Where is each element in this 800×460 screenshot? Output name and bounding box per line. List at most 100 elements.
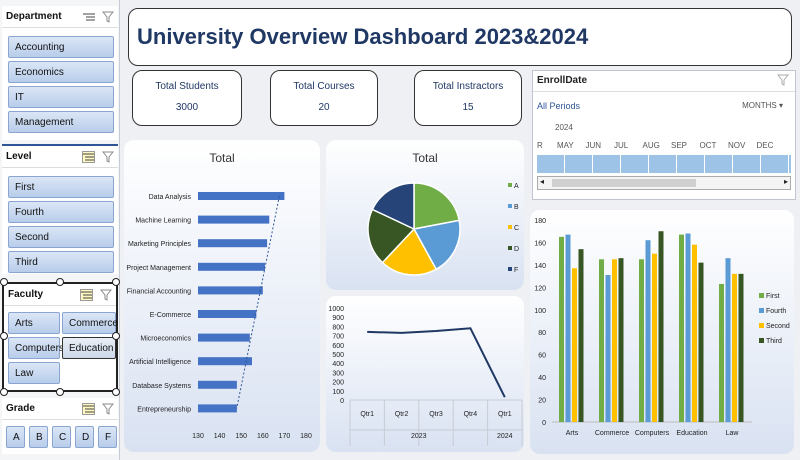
timeline-month[interactable]: SEP: [671, 141, 688, 150]
y-tick-label: 80: [538, 330, 546, 337]
y-tick-label: 160: [534, 240, 546, 247]
timeline-unit-dropdown[interactable]: MONTHS ▾: [742, 101, 783, 110]
selection-handles: [0, 278, 120, 396]
level-item-third[interactable]: Third: [8, 251, 114, 273]
bar-label: Data Analysis: [149, 194, 192, 201]
faculty-item-computers[interactable]: Computers: [8, 337, 64, 359]
multi-select-icon[interactable]: [80, 288, 93, 301]
multi-select-icon[interactable]: [82, 402, 95, 415]
clear-filter-icon[interactable]: [101, 151, 114, 163]
timeline-month[interactable]: DEC: [756, 141, 774, 150]
series-line: [367, 327, 506, 398]
column: [725, 258, 731, 422]
y-tick-label: 800: [332, 324, 344, 331]
legend-label: Third: [766, 338, 782, 345]
grade-item-c[interactable]: C: [52, 426, 71, 448]
chart-title: Total: [412, 151, 437, 165]
timeline-month[interactable]: JUN: [585, 141, 602, 150]
department-item-accounting[interactable]: Accounting: [8, 36, 114, 58]
clear-filter-icon[interactable]: [99, 289, 112, 301]
legend-label: First: [766, 293, 780, 300]
department-item-management[interactable]: Management: [8, 111, 114, 133]
column: [738, 273, 744, 422]
course-bar-chart: Total Data Analysis Machine Learning Market…: [126, 151, 312, 440]
multi-select-icon[interactable]: [82, 150, 95, 163]
timeline-month[interactable]: NOV: [728, 141, 746, 150]
legend-swatch: [759, 338, 764, 343]
scroll-thumb[interactable]: [552, 179, 696, 187]
y-tick-label: 100: [534, 308, 546, 315]
bar: [198, 404, 237, 413]
dashboard-title: University Overview Dashboard 2023&2024: [137, 24, 589, 49]
timeline-month[interactable]: OCT: [699, 141, 717, 150]
grade-item-d[interactable]: D: [75, 426, 94, 448]
y-tick-label: 500: [332, 352, 344, 359]
department-slicer-header: Department: [2, 6, 118, 28]
level-item-second[interactable]: Second: [8, 226, 114, 248]
multi-select-icon[interactable]: [82, 11, 95, 23]
x-group-label: 2023: [411, 433, 427, 440]
timeline-scrollbar[interactable]: ◂ ▸: [537, 176, 791, 190]
level-item-fourth[interactable]: Fourth: [8, 201, 114, 223]
kpi-label: Total Instractors: [432, 81, 504, 92]
faculty-slicer-header: Faculty: [4, 284, 116, 306]
kpi-total-students: Total Students 3000: [132, 70, 242, 126]
column: [565, 234, 571, 422]
department-item-economics[interactable]: Economics: [8, 61, 114, 83]
kpi-value: 3000: [175, 102, 199, 113]
column: [698, 262, 704, 422]
bar-label: Microeconomics: [140, 336, 191, 343]
department-item-it[interactable]: IT: [8, 86, 114, 108]
x-tick-label: Law: [726, 430, 740, 437]
x-tick-label: Education: [676, 430, 707, 437]
faculty-item-education[interactable]: Education: [62, 337, 116, 359]
x-tick-label: Qtr1: [498, 411, 512, 418]
timeline-month[interactable]: MAY: [557, 141, 574, 150]
clear-filter-icon[interactable]: [101, 403, 114, 415]
grade-item-a[interactable]: A: [6, 426, 25, 448]
grade-item-f[interactable]: F: [98, 426, 117, 448]
grade-slicer-header: Grade: [2, 398, 118, 420]
kpi-value: 15: [462, 102, 474, 113]
grade-item-b[interactable]: B: [29, 426, 48, 448]
pie-slice: [412, 219, 461, 271]
legend-label: C: [514, 225, 519, 232]
timeline-month[interactable]: JUL: [614, 141, 629, 150]
bar: [198, 239, 268, 248]
quarter-line-chart-panel: 0 100 200 300 400 500 600 700 800 900 1000 Qtr1 Qtr2…: [326, 296, 524, 452]
legend-swatch: [508, 246, 512, 250]
timeline-year: 2024: [555, 123, 573, 132]
y-tick-label: 900: [332, 315, 344, 322]
y-tick-label: 100: [332, 389, 344, 396]
faculty-item-commerce[interactable]: Commerce: [62, 312, 118, 334]
y-tick-label: 120: [534, 285, 546, 292]
faculty-item-arts[interactable]: Arts: [8, 312, 60, 334]
scroll-right-icon[interactable]: ▸: [783, 177, 788, 186]
timeline-lead-month: R: [537, 141, 543, 150]
enrolldate-timeline[interactable]: EnrollDate All Periods MONTHS ▾ 2024 R M…: [532, 70, 796, 200]
faculty-item-law[interactable]: Law: [8, 362, 60, 384]
clear-filter-icon[interactable]: [101, 11, 114, 23]
x-tick-label: 140: [214, 433, 226, 440]
timeline-bar[interactable]: [537, 155, 791, 173]
pie-slice: [367, 208, 416, 264]
level-item-first[interactable]: First: [8, 176, 114, 198]
bar-label: Marketing Principles: [128, 241, 192, 248]
bar: [198, 215, 270, 224]
x-tick-label: 130: [192, 433, 204, 440]
y-tick-label: 300: [332, 370, 344, 377]
legend-swatch: [508, 225, 512, 229]
x-tick-label: 150: [235, 433, 247, 440]
slicer-pane: Department Accounting Economics IT Manag…: [0, 0, 120, 460]
column: [658, 231, 664, 422]
x-tick-label: 160: [257, 433, 269, 440]
y-tick-label: 180: [534, 218, 546, 225]
legend-label: Second: [766, 323, 790, 330]
pie-slice: [413, 182, 461, 230]
timeline-month[interactable]: AUG: [642, 141, 660, 150]
clear-filter-icon[interactable]: [776, 74, 790, 89]
level-slicer: Level First Fourth Second Third: [2, 144, 118, 274]
scroll-left-icon[interactable]: ◂: [540, 177, 545, 186]
trendline: [236, 195, 280, 409]
y-tick-label: 200: [332, 380, 344, 387]
